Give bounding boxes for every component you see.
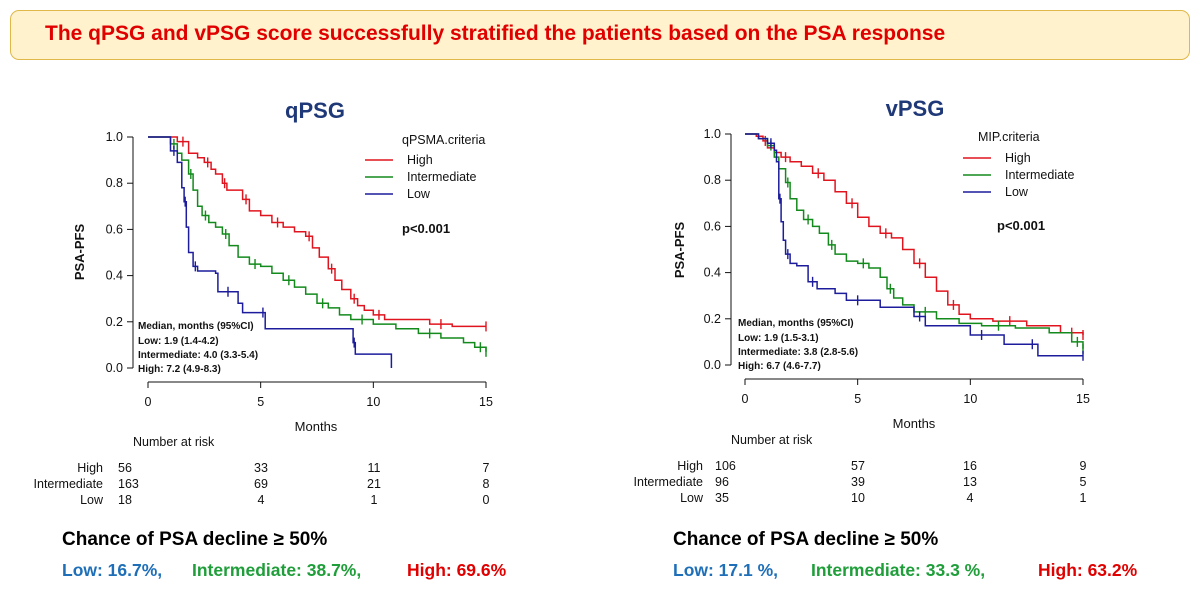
median-high: High: 6.7 (4.6-7.7) bbox=[738, 361, 821, 372]
x-tick-label: 0 bbox=[145, 395, 152, 409]
legend-label-low: Low bbox=[1005, 185, 1029, 199]
y-tick-label: 0.6 bbox=[106, 222, 123, 236]
y-tick-label: 0.8 bbox=[106, 176, 123, 190]
risk-row-label: Intermediate bbox=[34, 477, 104, 491]
y-tick-label: 0.0 bbox=[704, 358, 721, 372]
legend-label-intermediate: Intermediate bbox=[407, 170, 477, 184]
chance-high-qpsg: High: 69.6% bbox=[407, 560, 507, 580]
legend-title: MIP.criteria bbox=[978, 130, 1040, 144]
x-tick-label: 10 bbox=[366, 395, 380, 409]
p-value: p<0.001 bbox=[997, 218, 1045, 233]
km-curve-intermediate bbox=[745, 133, 1084, 349]
median-header: Median, months (95%CI) bbox=[138, 321, 254, 332]
chance-heading-vpsg: Chance of PSA decline ≥ 50% bbox=[673, 529, 939, 550]
headline-text: The qPSG and vPSG score successfully str… bbox=[45, 22, 946, 45]
risk-value: 8 bbox=[483, 477, 490, 491]
risk-value: 96 bbox=[715, 475, 729, 489]
chance-heading-qpsg: Chance of PSA decline ≥ 50% bbox=[62, 529, 328, 550]
risk-value: 33 bbox=[254, 461, 268, 475]
chart-title: qPSG bbox=[285, 98, 345, 123]
x-axis-label: Months bbox=[295, 419, 338, 434]
x-tick-label: 5 bbox=[257, 395, 264, 409]
y-tick-label: 0.8 bbox=[704, 173, 721, 187]
km-chart-vpsg: vPSG PSA-PFS Months MIP.criteria p<0.001… bbox=[634, 96, 1090, 505]
y-tick-label: 0.2 bbox=[106, 315, 123, 329]
y-tick-label: 0.0 bbox=[106, 361, 123, 375]
chance-low-vpsg: Low: 17.1 %, bbox=[673, 560, 779, 580]
y-tick-label: 0.4 bbox=[704, 266, 721, 280]
risk-value: 57 bbox=[851, 459, 865, 473]
y-axis-label: PSA-PFS bbox=[72, 224, 87, 281]
risk-value: 16 bbox=[963, 459, 977, 473]
km-curve-high bbox=[745, 133, 1084, 335]
chance-intermediate-vpsg: Intermediate: 33.3 %, bbox=[811, 560, 986, 580]
y-axis-label: PSA-PFS bbox=[672, 222, 687, 279]
y-tick-label: 1.0 bbox=[704, 127, 721, 141]
risk-value: 4 bbox=[967, 491, 974, 505]
x-axis-label: Months bbox=[893, 416, 936, 431]
risk-value: 1 bbox=[1080, 491, 1087, 505]
risk-value: 18 bbox=[118, 493, 132, 507]
x-tick-label: 0 bbox=[742, 392, 749, 406]
legend-label-high: High bbox=[1005, 151, 1031, 165]
p-value: p<0.001 bbox=[402, 221, 450, 236]
median-header: Median, months (95%CI) bbox=[738, 318, 854, 329]
chart-title: vPSG bbox=[886, 96, 945, 121]
risk-table-header: Number at risk bbox=[731, 433, 813, 447]
y-tick-label: 0.6 bbox=[704, 219, 721, 233]
x-tick-label: 5 bbox=[854, 392, 861, 406]
legend-title: qPSMA.criteria bbox=[402, 133, 485, 147]
risk-value: 9 bbox=[1080, 459, 1087, 473]
chance-high-vpsg: High: 63.2% bbox=[1038, 560, 1138, 580]
risk-value: 56 bbox=[118, 461, 132, 475]
x-tick-label: 15 bbox=[1076, 392, 1090, 406]
risk-value: 1 bbox=[371, 493, 378, 507]
risk-value: 35 bbox=[715, 491, 729, 505]
headline-banner: The qPSG and vPSG score successfully str… bbox=[10, 10, 1190, 60]
x-tick-label: 10 bbox=[963, 392, 977, 406]
legend-label-high: High bbox=[407, 153, 433, 167]
risk-row-label: High bbox=[677, 459, 703, 473]
y-tick-label: 0.2 bbox=[704, 312, 721, 326]
risk-value: 163 bbox=[118, 477, 139, 491]
risk-value: 0 bbox=[483, 493, 490, 507]
median-intermediate: Intermediate: 4.0 (3.3-5.4) bbox=[138, 350, 258, 361]
risk-value: 69 bbox=[254, 477, 268, 491]
median-high: High: 7.2 (4.9-8.3) bbox=[138, 364, 221, 375]
risk-row-label: Low bbox=[680, 491, 704, 505]
legend-label-low: Low bbox=[407, 187, 431, 201]
risk-table-header: Number at risk bbox=[133, 435, 215, 449]
risk-value: 5 bbox=[1080, 475, 1087, 489]
risk-value: 11 bbox=[368, 461, 381, 475]
risk-value: 4 bbox=[258, 493, 265, 507]
risk-value: 10 bbox=[851, 491, 865, 505]
chance-intermediate-qpsg: Intermediate: 38.7%, bbox=[192, 560, 362, 580]
y-tick-label: 1.0 bbox=[106, 130, 123, 144]
km-curve-low bbox=[148, 136, 393, 368]
legend-label-intermediate: Intermediate bbox=[1005, 168, 1075, 182]
risk-value: 21 bbox=[367, 477, 381, 491]
chance-low-qpsg: Low: 16.7%, bbox=[62, 560, 163, 580]
km-curve-high bbox=[148, 136, 486, 328]
km-curve-intermediate bbox=[148, 136, 487, 352]
risk-value: 7 bbox=[483, 461, 490, 475]
risk-value: 39 bbox=[851, 475, 865, 489]
median-low: Low: 1.9 (1.5-3.1) bbox=[738, 333, 819, 344]
x-tick-label: 15 bbox=[479, 395, 493, 409]
median-low: Low: 1.9 (1.4-4.2) bbox=[138, 336, 219, 347]
y-tick-label: 0.4 bbox=[106, 269, 123, 283]
risk-value: 13 bbox=[963, 475, 977, 489]
km-chart-qpsg: qPSG PSA-PFS Months qPSMA.criteria p<0.0… bbox=[34, 98, 493, 507]
risk-row-label: Low bbox=[80, 493, 104, 507]
risk-value: 106 bbox=[715, 459, 736, 473]
risk-row-label: High bbox=[77, 461, 103, 475]
median-intermediate: Intermediate: 3.8 (2.8-5.6) bbox=[738, 347, 858, 358]
risk-row-label: Intermediate bbox=[634, 475, 704, 489]
